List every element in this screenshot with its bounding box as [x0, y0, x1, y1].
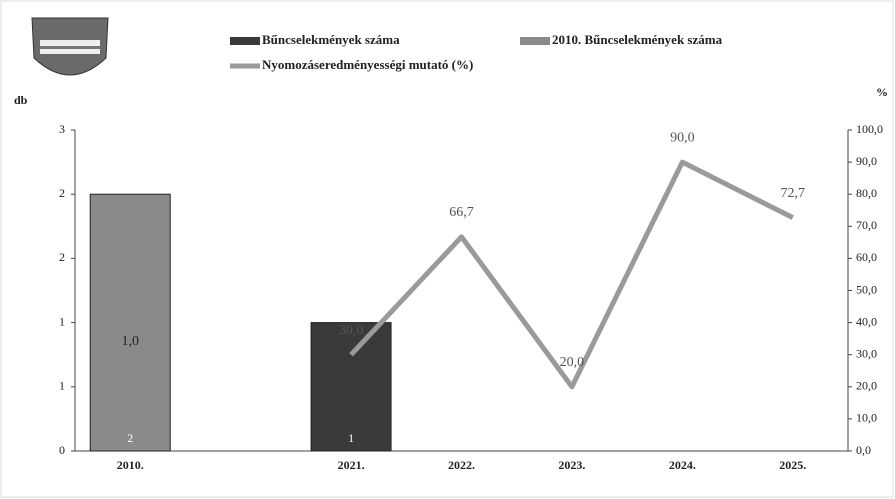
x-tick-label: 2022.	[448, 458, 475, 472]
line-value-label: 66,7	[449, 205, 474, 220]
y-tick-label: 1	[59, 379, 65, 393]
y2-tick-label: 0,0	[856, 443, 871, 457]
line-value-label: 90,0	[670, 130, 695, 145]
line-value-label: 30,0	[339, 323, 364, 338]
y-axis-title: db	[14, 93, 28, 107]
legend-swatch	[230, 37, 260, 45]
y2-tick-label: 100,0	[856, 122, 883, 136]
y-tick-label: 1	[59, 314, 65, 328]
y2-tick-label: 60,0	[856, 250, 877, 264]
y-tick-label: 2	[59, 186, 65, 200]
bar-value-label: 2	[127, 431, 133, 445]
y2-tick-label: 10,0	[856, 411, 877, 425]
line-value-label: 72,7	[781, 186, 806, 201]
bar-value-label: 1	[348, 431, 354, 445]
legend-swatch	[520, 37, 550, 45]
x-tick-label: 2023.	[558, 458, 585, 472]
legend-label: 2010. Bűncselekmények száma	[552, 32, 723, 47]
logo	[31, 17, 109, 76]
y2-tick-label: 70,0	[856, 218, 877, 232]
y2-tick-label: 40,0	[856, 314, 877, 328]
line	[349, 159, 794, 390]
bar	[89, 193, 171, 452]
y2-tick-label: 50,0	[856, 282, 877, 296]
bar	[310, 322, 392, 452]
line-value-label: 20,0	[560, 355, 585, 370]
y2-tick-label: 80,0	[856, 186, 877, 200]
y2-axis-title: %	[876, 85, 888, 99]
legend-label: Nyomozáseredményességi mutató (%)	[262, 57, 473, 72]
annotation: 1,0	[121, 334, 139, 349]
y-tick-label: 2	[59, 250, 65, 264]
y2-tick-label: 30,0	[856, 346, 877, 360]
y-tick-label: 0	[59, 443, 65, 457]
legend-label: Bűncselekmények száma	[262, 32, 400, 47]
y2-tick-label: 20,0	[856, 379, 877, 393]
y-tick-label: 3	[59, 122, 65, 136]
x-tick-label: 2025.	[779, 458, 806, 472]
x-tick-label: 2010.	[117, 458, 144, 472]
y2-tick-label: 90,0	[856, 154, 877, 168]
x-tick-label: 2021.	[338, 458, 365, 472]
x-tick-label: 2024.	[669, 458, 696, 472]
